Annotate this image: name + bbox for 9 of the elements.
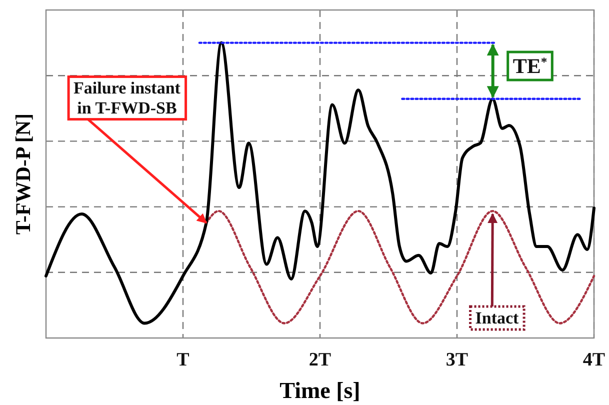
x-tick-label: 2T — [308, 349, 332, 370]
annotation: Intact — [475, 308, 520, 328]
x-axis-title: Time [s] — [280, 378, 360, 403]
annotation: TE$^{*}$ — [512, 54, 548, 78]
y-axis-title: T-FWD-P [N] — [11, 113, 35, 235]
x-tick-label: 4T — [582, 349, 606, 370]
x-tick-label: T — [176, 349, 190, 370]
x-tick-label: 3T — [446, 349, 468, 370]
annotation: Failure instant in T-FWD-SB — [74, 78, 181, 118]
